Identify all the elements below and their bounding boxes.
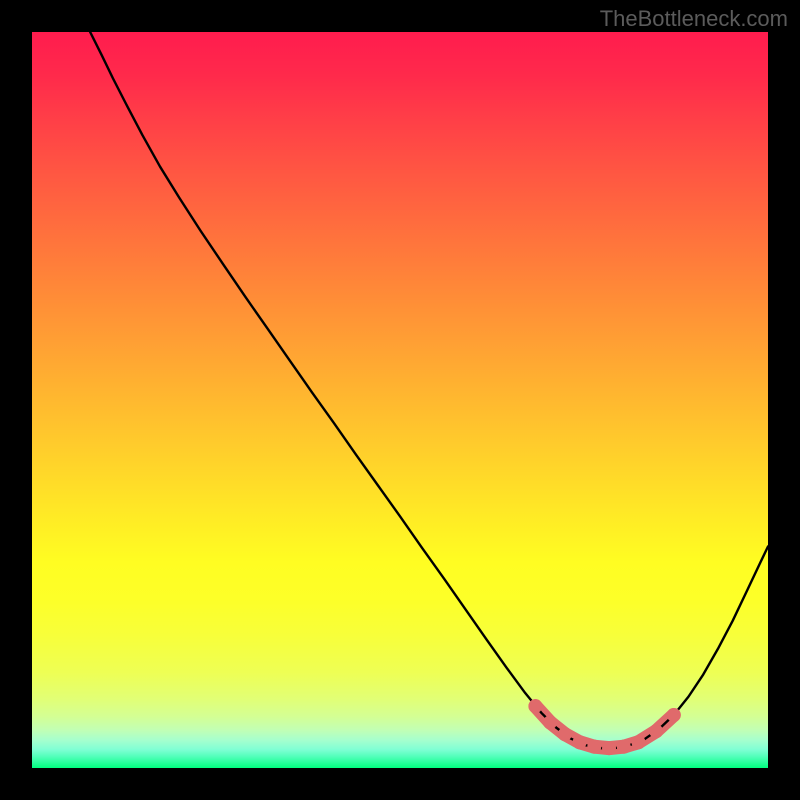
chart-svg xyxy=(32,32,768,768)
main-curve xyxy=(90,32,768,748)
marker-dots xyxy=(528,699,680,755)
watermark-text: TheBottleneck.com xyxy=(600,6,788,32)
plot-area xyxy=(32,32,768,768)
